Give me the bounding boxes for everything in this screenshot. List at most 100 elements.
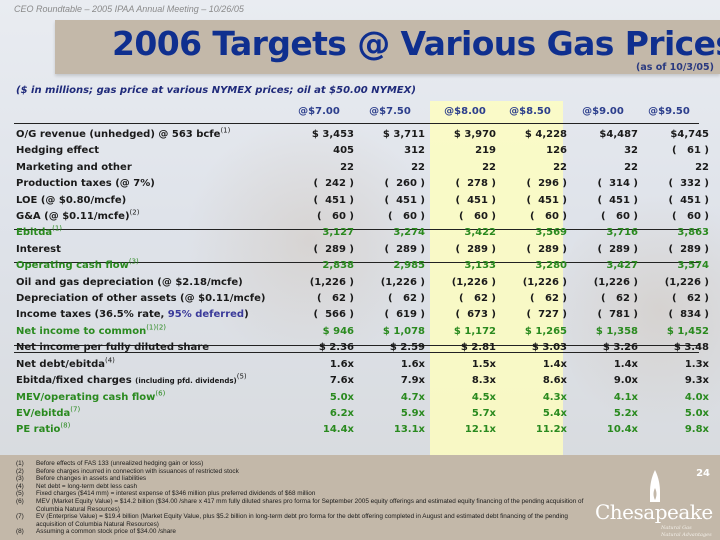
table-cell: ( 451 ) <box>526 194 567 206</box>
table-cell: ( 60 ) <box>530 211 567 223</box>
footnote-text: Net debt = long-term debt less cash <box>36 482 138 490</box>
table-cell: ( 314 ) <box>597 178 638 190</box>
footnote-text: Fixed charges ($414 mm) = interest expen… <box>36 490 316 498</box>
footnotes-panel: (1) Before effects of FAS 133 (unrealized… <box>0 455 720 540</box>
row-label: MEV/operating cash flow(6) <box>16 390 288 406</box>
table-cell: 126 <box>546 145 567 157</box>
table-cell: (1,226 ) <box>309 276 354 288</box>
table-row: EV/ebitda(7) 6.2x 5.9x 5.7x 5.4x 5.2x 5.0x <box>16 406 709 422</box>
row-label: Depreciation of other assets (@ $0.11/mc… <box>16 291 288 307</box>
table-cell: 1.5x <box>471 358 496 370</box>
table-row: Depreciation of other assets (@ $0.11/mc… <box>16 291 709 307</box>
table-cell: ( 289 ) <box>597 243 638 255</box>
row-label-text: Net debt/ebitda <box>16 358 105 370</box>
divider <box>14 262 699 263</box>
table-cell: 12.1x <box>464 424 496 436</box>
table-cell: ( 289 ) <box>313 243 354 255</box>
footnote-text: EV (Enterprise Value) = $19.4 billion (M… <box>36 513 568 528</box>
table-cell: 22 <box>553 161 567 173</box>
table-cell: 219 <box>475 145 496 157</box>
table-cell: ( 289 ) <box>384 243 425 255</box>
divider <box>14 345 699 346</box>
row-label-text: Ebitda/fixed charges <box>16 375 136 387</box>
table-cell: 8.6x <box>542 375 567 387</box>
table-cell: ( 289 ) <box>668 243 709 255</box>
table-cell: 8.3x <box>471 375 496 387</box>
table-cell: ( 242 ) <box>313 178 354 190</box>
footnote-ref: (7) <box>70 405 81 414</box>
table-cell: 4.3x <box>542 391 567 403</box>
table-cell: ( 451 ) <box>668 194 709 206</box>
table-cell: $ 3,970 <box>453 129 496 140</box>
footnote-ref: (4) <box>105 356 115 365</box>
table-cell: ( 62 ) <box>530 293 567 305</box>
table-row: PE ratio(8) 14.4x 13.1x 12.1x 11.2x 10.4x 9.8x <box>16 422 709 438</box>
table-cell: ( 260 ) <box>384 178 425 190</box>
table-cell: ( 62 ) <box>601 293 638 305</box>
table-cell: $ 1,452 <box>666 325 709 337</box>
table-cell: 7.6x <box>329 375 354 387</box>
footnote-number: (4) <box>16 482 24 490</box>
table-cell: ( 619 ) <box>384 309 425 321</box>
column-header: @$7.00 <box>298 106 340 117</box>
row-label-text: Production taxes (@ 7%) <box>16 178 155 190</box>
table-cell: ( 278 ) <box>455 178 496 190</box>
table-cell: 1.4x <box>542 358 567 370</box>
row-label: Oil and gas depreciation (@ $2.18/mcfe) <box>16 275 288 291</box>
column-header: @$7.50 <box>369 106 411 117</box>
table-cell: ( 60 ) <box>459 211 496 223</box>
table-cell: 1.3x <box>684 358 709 370</box>
footnote-number: (7) <box>16 513 24 521</box>
table-cell: ( 781 ) <box>597 309 638 321</box>
row-label-text: Ebitda <box>16 227 53 239</box>
table-cell: 312 <box>404 145 425 157</box>
row-label: Marketing and other <box>16 160 288 176</box>
table-cell: $ 1,078 <box>382 325 425 337</box>
financial-table: O/G revenue (unhedged) @ 563 bcfe(1) $ 3,… <box>16 127 709 439</box>
row-label: Income taxes (36.5% rate, 95% deferred) <box>16 307 288 323</box>
table-cell: ( 451 ) <box>597 194 638 206</box>
row-label: EV/ebitda(7) <box>16 406 288 422</box>
footnote-text: MEV (Market Equity Value) = $14.2 billio… <box>36 497 584 513</box>
footnote-text: Before effects of FAS 133 (unrealized he… <box>36 460 204 467</box>
row-label: Interest <box>16 242 288 258</box>
table-cell: 405 <box>333 145 354 157</box>
table-row: Marketing and other 22 22 22 22 22 22 <box>16 160 709 176</box>
table-cell: 5.0x <box>329 391 354 403</box>
table-row: Net income per fully diluted share $ 2.36… <box>16 340 709 356</box>
table-cell: ( 673 ) <box>455 309 496 321</box>
table-cell: 3,280 <box>535 260 567 272</box>
page-title: 2006 Targets @ Various Gas Prices <box>112 24 720 63</box>
footnote-number: (8) <box>16 528 24 536</box>
table-cell: ( 60 ) <box>672 211 709 223</box>
row-label-note: (including pfd. dividends) <box>135 377 237 386</box>
footnote: (5) Fixed charges ($414 mm) = interest ex… <box>16 490 596 498</box>
column-header: @$9.50 <box>648 106 690 117</box>
logo-tagline: Natural Advantages <box>661 532 712 538</box>
row-label: G&A (@ $0.11/mcfe)(2) <box>16 209 288 225</box>
table-row: MEV/operating cash flow(6) 5.0x 4.7x 4.5x 4.… <box>16 390 709 406</box>
table-cell: $ 2.36 <box>318 342 354 354</box>
footnote-number: (5) <box>16 490 24 498</box>
table-cell: ( 834 ) <box>668 309 709 321</box>
divider <box>14 229 699 230</box>
footnote: (4) Net debt = long-term debt less cash <box>16 483 596 491</box>
footnote-list: (1) Before effects of FAS 133 (unrealized… <box>16 460 596 536</box>
row-label-text: Net income to common <box>16 325 147 337</box>
footnote-ref: (5) <box>236 372 247 381</box>
row-label-text: G&A (@ $0.11/mcfe) <box>16 211 130 223</box>
footnote: (2) Before charges incurred in connection… <box>16 468 596 476</box>
table-cell: 3,133 <box>464 260 496 272</box>
table-cell: ( 289 ) <box>526 243 567 255</box>
row-label: Net income to common(1)(2) <box>16 324 288 340</box>
table-cell: 22 <box>411 161 425 173</box>
table-cell: $ 3,711 <box>382 129 425 140</box>
table-cell: ( 451 ) <box>455 194 496 206</box>
footnote-number: (1) <box>16 460 24 467</box>
footnote: (8) Assuming a common stock price of $34.… <box>16 528 596 536</box>
table-row: O/G revenue (unhedged) @ 563 bcfe(1) $ 3,… <box>16 127 709 143</box>
column-header: @$8.50 <box>509 106 551 117</box>
table-row: Ebitda(1) 3,127 3,274 3,422 3,569 3,716 3,863 <box>16 225 709 241</box>
row-label-text: Operating cash flow <box>16 260 129 272</box>
table-cell: 4.1x <box>613 391 638 403</box>
